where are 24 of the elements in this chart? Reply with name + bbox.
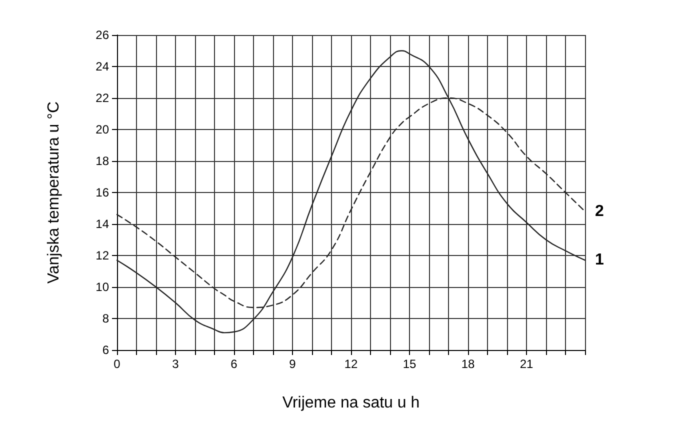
series-label: 2 — [595, 202, 604, 220]
x-tick-label: 15 — [402, 357, 416, 371]
y-axis-title: Vanjska temperatura u °C — [46, 101, 62, 284]
y-tick-label: 22 — [96, 91, 110, 105]
x-tick-label: 0 — [114, 357, 121, 371]
y-tick-label: 6 — [102, 343, 110, 357]
x-axis-title: Vrijeme na satu u h — [282, 394, 420, 412]
series-label: 1 — [595, 252, 604, 269]
x-tick-label: 6 — [230, 357, 238, 371]
y-tick-label: 18 — [96, 154, 110, 168]
x-tick-label: 21 — [520, 357, 534, 371]
y-tick-label: 16 — [96, 186, 110, 200]
x-tick-label: 18 — [461, 357, 475, 371]
y-tick-label: 12 — [96, 248, 110, 262]
y-tick-label: 10 — [96, 280, 110, 294]
y-tick-label: 24 — [96, 60, 110, 74]
x-tick-label: 3 — [172, 357, 180, 371]
y-tick-label: 8 — [102, 312, 110, 326]
x-tick-label: 12 — [344, 357, 358, 371]
y-tick-label: 14 — [96, 217, 110, 231]
line-series — [116, 50, 586, 334]
x-tick-label: 9 — [289, 357, 296, 371]
y-tick-label: 26 — [96, 28, 110, 42]
y-tick-label: 20 — [96, 122, 110, 136]
